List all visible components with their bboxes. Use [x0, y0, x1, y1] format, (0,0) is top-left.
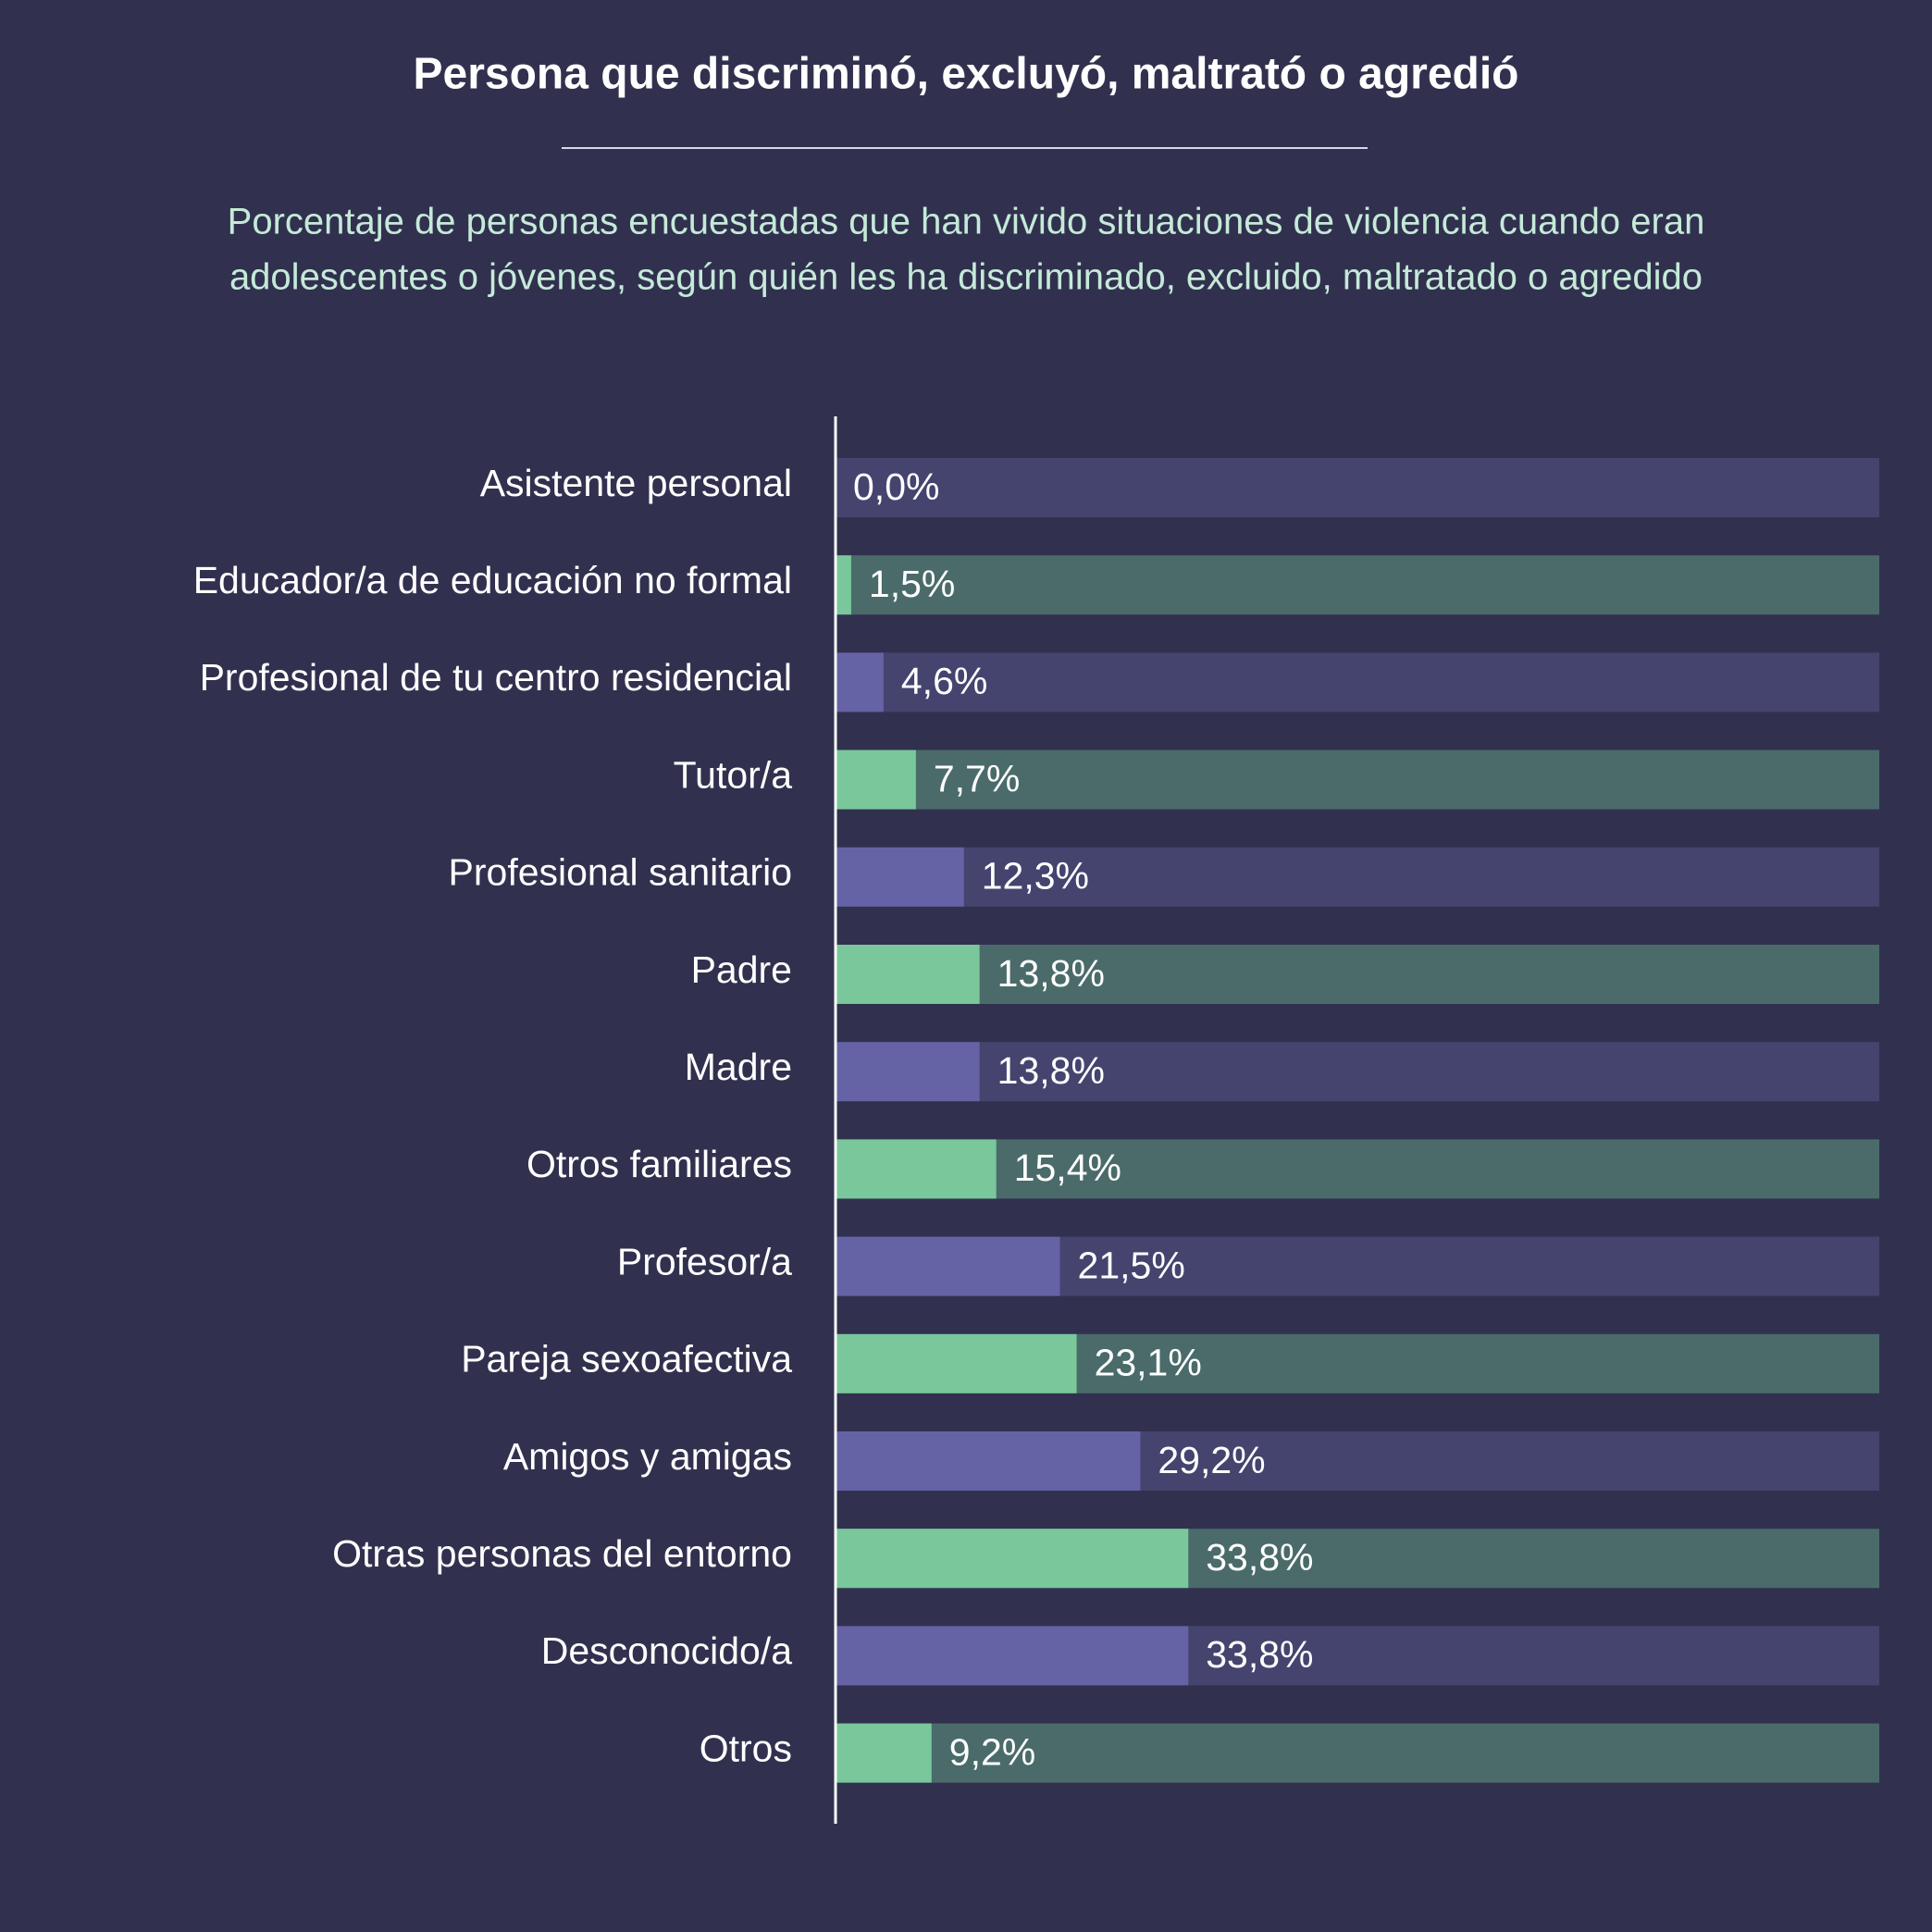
category-label: Profesor/a — [617, 1240, 792, 1282]
category-label: Pareja sexoafectiva — [461, 1338, 792, 1381]
bar-track — [836, 847, 1879, 907]
value-label: 29,2% — [1158, 1439, 1265, 1481]
bar-track — [836, 458, 1879, 517]
bar-track — [836, 1139, 1879, 1199]
category-label: Padre — [691, 948, 792, 991]
bar — [836, 1431, 1141, 1491]
chart-subtitle: adolescentes o jóvenes, según quién les … — [229, 257, 1703, 298]
category-label: Tutor/a — [674, 753, 793, 796]
category-label: Profesional de tu centro residencial — [200, 656, 792, 699]
bar — [836, 652, 884, 712]
bar — [836, 1626, 1189, 1686]
bar — [836, 1139, 997, 1199]
value-label: 33,8% — [1206, 1536, 1313, 1579]
bar — [836, 749, 916, 810]
value-label: 13,8% — [997, 952, 1105, 995]
bar-track — [836, 555, 1879, 615]
bar — [836, 555, 851, 615]
value-label: 1,5% — [869, 563, 955, 605]
category-label: Madre — [685, 1046, 792, 1088]
bar-track — [836, 945, 1879, 1004]
category-label: Desconocido/a — [541, 1629, 792, 1672]
category-label: Amigos y amigas — [503, 1435, 792, 1478]
bar-track — [836, 749, 1879, 810]
category-label: Otras personas del entorno — [332, 1532, 792, 1575]
category-label: Educador/a de educación no formal — [193, 559, 792, 601]
chart-subtitle: Porcentaje de personas encuestadas que h… — [228, 202, 1705, 242]
value-label: 4,6% — [901, 660, 987, 702]
value-label: 12,3% — [982, 855, 1089, 898]
bar — [836, 1529, 1189, 1589]
bar — [836, 945, 980, 1004]
value-label: 13,8% — [997, 1049, 1105, 1092]
category-label: Profesional sanitario — [449, 851, 792, 894]
category-label: Otros familiares — [526, 1143, 792, 1185]
value-label: 23,1% — [1095, 1342, 1202, 1384]
bar — [836, 1723, 932, 1783]
bar-track — [836, 652, 1879, 712]
value-label: 7,7% — [934, 757, 1020, 799]
bar — [836, 847, 964, 907]
bar — [836, 1236, 1060, 1296]
value-label: 0,0% — [853, 465, 939, 508]
bar — [836, 1042, 980, 1102]
value-label: 21,5% — [1078, 1244, 1185, 1286]
bar-track — [836, 1042, 1879, 1102]
chart-title: Persona que discriminó, excluyó, maltrat… — [414, 50, 1519, 99]
bar — [836, 1333, 1077, 1393]
category-label: Otros — [700, 1727, 792, 1769]
category-label: Asistente personal — [480, 462, 792, 504]
bar-track — [836, 1723, 1879, 1783]
value-label: 15,4% — [1014, 1146, 1121, 1189]
value-label: 9,2% — [949, 1730, 1035, 1773]
value-label: 33,8% — [1206, 1633, 1313, 1676]
